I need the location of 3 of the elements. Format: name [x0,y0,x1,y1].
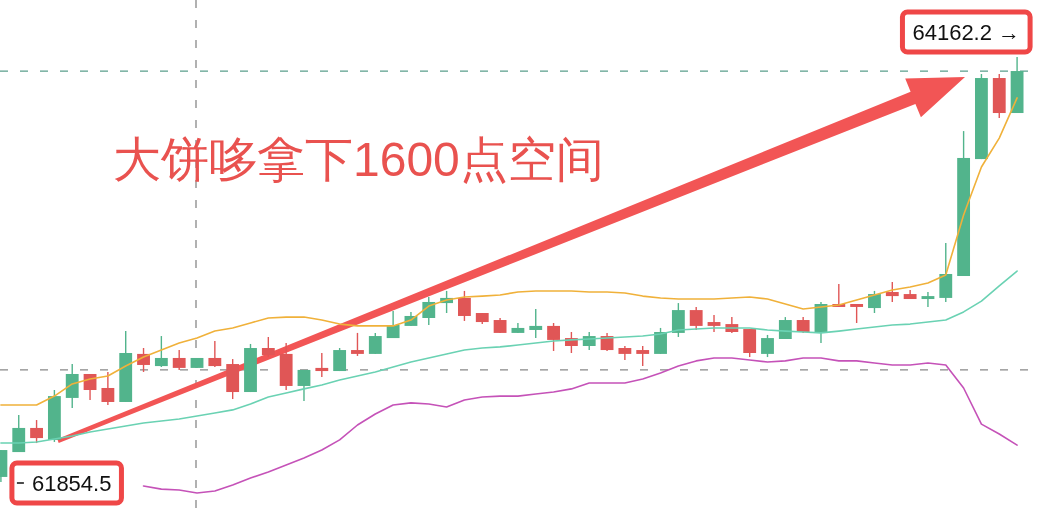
annotation: 64162.2 → [912,19,1021,45]
annotation: 61854.5 [31,470,112,496]
annotation: 大饼哆拿下1600点空间 [113,133,604,186]
